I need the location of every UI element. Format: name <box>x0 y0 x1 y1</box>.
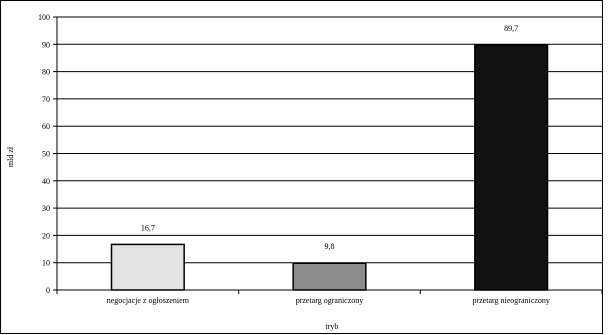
bar <box>292 262 367 291</box>
data-label: 9,8 <box>325 242 335 251</box>
bar <box>110 243 185 291</box>
category-labels: negocjacje z ogłoszeniem przetarg ogranic… <box>56 290 603 305</box>
data-label: 89,7 <box>504 24 518 33</box>
data-labels: 16,7 9,8 89,7 <box>141 24 518 251</box>
y-tick-label: 10 <box>42 259 50 268</box>
y-tick-label: 70 <box>42 95 50 104</box>
y-axis-title: mld zł <box>6 146 15 167</box>
y-tick-label: 90 <box>42 40 50 49</box>
category-label: przetarg nieograniczony <box>472 296 549 305</box>
y-tick-label: 30 <box>42 204 50 213</box>
y-tick-label: 0 <box>46 286 50 295</box>
y-tick-label: 100 <box>38 13 50 22</box>
y-tick-label: 60 <box>42 122 50 131</box>
category-label: przetarg ograniczony <box>296 296 364 305</box>
y-tick-label: 20 <box>42 231 50 240</box>
data-label: 16,7 <box>141 223 155 232</box>
y-tick-label: 40 <box>42 177 50 186</box>
category-label: negocjacje z ogłoszeniem <box>107 296 190 305</box>
y-tick-labels: 0 10 20 30 40 50 60 70 80 90 100 <box>38 13 57 295</box>
x-axis-title: tryb <box>326 322 339 331</box>
y-tick-label: 50 <box>42 150 50 159</box>
bar <box>474 44 549 291</box>
y-tick-label: 80 <box>42 68 50 77</box>
